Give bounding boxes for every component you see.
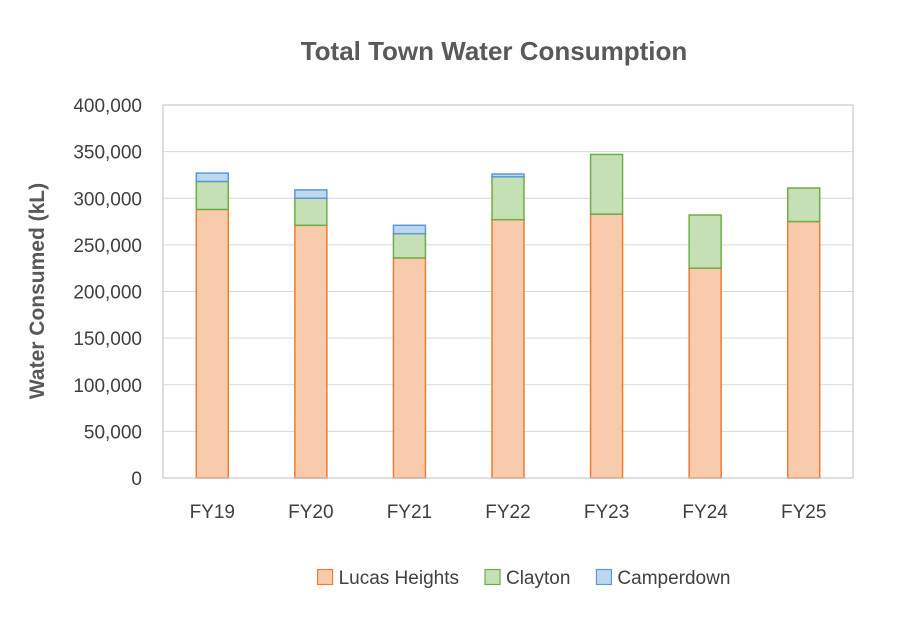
bar-segment-camperdown <box>392 224 427 235</box>
bar-segment-lucas-heights <box>786 220 821 479</box>
bar-segment-lucas-heights <box>589 213 624 479</box>
legend-label: Lucas Heights <box>339 568 459 589</box>
y-axis-title: Water Consumed (kL) <box>26 183 49 399</box>
bar-segment-clayton <box>786 187 821 223</box>
bar-segment-camperdown <box>491 173 525 178</box>
bar-segment-lucas-heights <box>491 218 525 479</box>
x-tick-label: FY21 <box>387 502 432 523</box>
legend: Lucas Heights Clayton Camperdown <box>316 568 730 589</box>
y-tick-label: 250,000 <box>73 236 142 257</box>
y-tick-label: 400,000 <box>73 96 142 117</box>
x-tick-label: FY25 <box>781 502 826 523</box>
x-tick-label: FY22 <box>485 502 530 523</box>
bar-segment-clayton <box>195 180 230 211</box>
legend-swatch-camperdown <box>595 568 613 586</box>
bar-segment-clayton <box>589 153 624 215</box>
y-tick-label: 300,000 <box>73 189 142 210</box>
bar-segment-clayton <box>294 197 328 227</box>
x-tick-label: FY23 <box>584 502 629 523</box>
bar-segment-clayton <box>392 232 427 259</box>
x-tick-label: FY24 <box>682 502 728 523</box>
y-tick-label: 200,000 <box>73 283 142 304</box>
y-tick-label: 0 <box>131 469 142 490</box>
bar-segment-lucas-heights <box>688 267 722 479</box>
bar-segment-lucas-heights <box>294 224 328 479</box>
bars <box>195 153 821 479</box>
legend-swatch-lucas-heights <box>316 568 334 586</box>
bar-segment-camperdown <box>294 189 328 199</box>
legend-label: Clayton <box>506 568 570 589</box>
legend-label: Camperdown <box>617 568 730 589</box>
bar-segment-clayton <box>491 176 525 221</box>
chart-title: Total Town Water Consumption <box>301 36 688 66</box>
x-tick-label: FY19 <box>190 502 235 523</box>
bar-segment-lucas-heights <box>392 257 427 479</box>
y-tick-label: 350,000 <box>73 143 142 164</box>
y-tick-label: 100,000 <box>73 376 142 397</box>
plot-area <box>162 104 854 479</box>
y-axis-ticks: 0 50,000 100,000 150,000 200,000 250,000 300,0… <box>73 96 142 490</box>
y-tick-label: 150,000 <box>73 329 142 350</box>
y-tick-label: 50,000 <box>84 422 142 443</box>
x-tick-label: FY20 <box>288 502 333 523</box>
bar-segment-clayton <box>688 214 722 269</box>
legend-swatch-clayton <box>484 568 501 586</box>
x-axis-ticks: FY19 FY20 FY21 FY22 FY23 FY24 FY25 <box>190 502 827 523</box>
bar-segment-lucas-heights <box>195 208 230 479</box>
bar-segment-camperdown <box>195 172 230 183</box>
